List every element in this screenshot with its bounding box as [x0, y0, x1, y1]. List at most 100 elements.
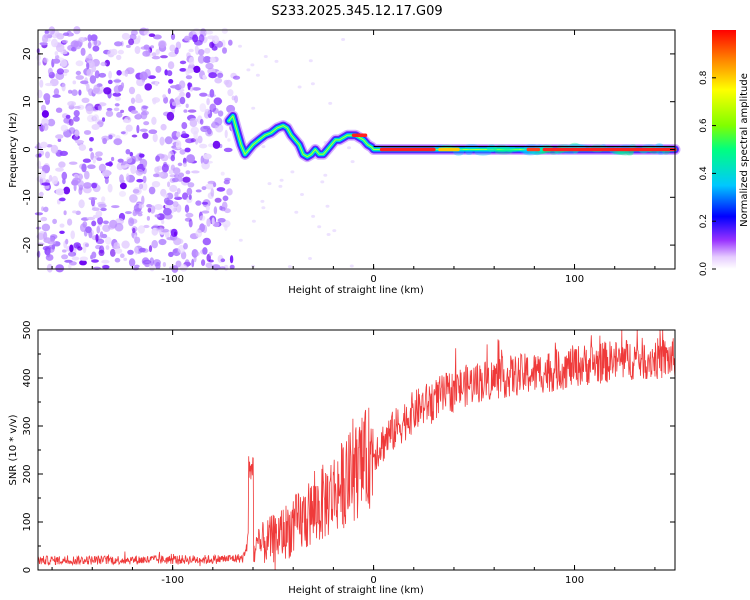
spectrogram-noise-blob [128, 217, 135, 227]
spectrogram-noise-blob [61, 83, 66, 92]
spectrogram-noise-blob [182, 192, 189, 200]
spectrogram-noise-blob [45, 82, 53, 87]
spectrogram-noise-blob [119, 182, 127, 190]
spectrogram-noise-blob [130, 97, 136, 104]
spectrogram-noise-blob [90, 34, 98, 42]
spectrogram-noise-blob [143, 160, 147, 169]
spectrogram-ridge-halo [495, 149, 513, 155]
spectrogram-noise-blob [144, 68, 151, 78]
spectrogram-noise-blob [202, 247, 208, 255]
spectrogram-noise-blob [203, 153, 212, 160]
spectrogram-noise-blob [168, 251, 174, 258]
spectrogram-noise-blob [173, 173, 180, 179]
spectrogram-noise-blob [46, 263, 53, 273]
spectrogram-noise-blob [162, 94, 167, 99]
spectrogram-noise-blob [115, 218, 124, 225]
spectrogram-noise-blob [278, 184, 283, 188]
spectrogram-noise-blob [129, 151, 134, 157]
spectrogram-noise-blob [201, 259, 206, 266]
spectrogram-noise-blob [159, 41, 166, 49]
spectrogram-noise-blob [119, 179, 125, 184]
spectrogram-noise-blob [69, 244, 74, 253]
spectrogram-noise-blob [117, 84, 124, 92]
spectrogram-noise-blob [222, 195, 229, 202]
spectrogram-noise-blob [52, 94, 61, 98]
spectrogram-noise-blob [143, 121, 150, 126]
spectrogram-noise-blob [54, 51, 59, 56]
spectrogram-noise-blob [260, 199, 265, 203]
spectrogram-noise-blob [144, 83, 152, 91]
snr-y-tick-label: 0 [22, 567, 33, 573]
snr-axes: -100 0 100 0 100 200 300 400 500 [22, 320, 675, 586]
spectrogram-ridge-halo [493, 144, 510, 153]
spectrogram-ridge-layer [223, 110, 681, 163]
spectrogram-noise-blob [98, 163, 106, 172]
spectrogram-noise-blob [43, 206, 49, 213]
spectrogram-noise-blob [118, 190, 127, 197]
spectrogram-noise-blob [97, 121, 103, 125]
spectrogram-noise-blob [297, 85, 302, 89]
spectrogram-noise-blob [154, 80, 159, 87]
spectrogram-noise-blob [151, 116, 157, 125]
spectrogram-noise-blob [41, 182, 51, 186]
spectrogram-noise-blob [225, 79, 233, 88]
spectrogram-noise-blob [205, 30, 214, 35]
spectrogram-noise-blob [48, 26, 56, 35]
spectrogram-noise-blob [71, 179, 79, 186]
spectrogram-noise-blob [149, 205, 156, 214]
spectrogram-noise-blob [111, 205, 120, 209]
spectrogram-noise-blob [176, 188, 181, 195]
spectrogram-noise-blob [114, 248, 123, 254]
spectrogram-noise-blob [229, 264, 235, 270]
spectrogram-noise-blob [311, 214, 316, 218]
spectrogram-noise-blob [341, 38, 346, 41]
snr-y-axis-label: SNR (10 * v/v) [8, 414, 19, 485]
spectrogram-noise-blob [154, 166, 160, 173]
spectrogram-noise-blob [160, 123, 167, 131]
spectrogram-noise-blob [162, 262, 167, 267]
spectrogram-noise-blob [102, 220, 109, 225]
spectrogram-noise-blob [115, 96, 121, 101]
spectrogram-noise-blob [153, 34, 162, 40]
spectrogram-noise-blob [261, 145, 266, 149]
spectrogram-noise-blob [146, 216, 150, 221]
snr-x-tick-label: 0 [370, 575, 376, 586]
spectrogram-noise-blob [95, 233, 99, 242]
spectrogram-noise-blob [177, 95, 181, 100]
spectrogram-noise-blob [126, 156, 133, 164]
spectrogram-noise-blob [191, 170, 200, 174]
spectrogram-noise-blob [123, 257, 128, 262]
spectrogram-noise-blob [136, 112, 141, 119]
spectrogram-noise-blob [130, 110, 138, 114]
spectrogram-noise-blob [216, 187, 226, 192]
spectrogram-noise-blob [42, 123, 49, 131]
spectrogram-noise-blob [214, 197, 222, 203]
spectrogram-noise-blob [197, 54, 205, 64]
spectrogram-noise-blob [62, 178, 66, 185]
spectrogram-noise-blob [217, 72, 224, 79]
spectrogram-ridge-halo [474, 149, 492, 156]
spectrogram-noise-blob [73, 105, 81, 109]
spectrogram-noise-blob [55, 188, 65, 196]
spectrogram-noise-blob [50, 236, 55, 243]
spectrogram-noise-blob [168, 51, 178, 57]
spectrogram-noise-blob [55, 167, 64, 172]
spectrogram-noise-blob [70, 230, 75, 240]
spectrogram-noise-blob [74, 130, 80, 137]
spectrogram-noise-blob [62, 249, 67, 253]
spectrogram-noise-blob [187, 82, 191, 91]
spectrogram-noise-blob [65, 238, 69, 245]
spectrogram-noise-blob [184, 204, 190, 213]
spectrogram-noise-blob [137, 225, 145, 234]
spectrogram-noise-blob [220, 206, 226, 212]
spectrogram-noise-blob [136, 124, 140, 134]
spectrogram-noise-blob [91, 220, 97, 227]
spectrogram-noise-blob [179, 68, 187, 72]
spectrogram-noise-blob [181, 122, 188, 130]
spectrogram-noise-blob [116, 70, 122, 76]
spectrogram-noise-blob [43, 93, 51, 101]
spectrogram-noise-blob [173, 231, 177, 236]
spectrogram-noise-blob [91, 124, 100, 130]
spectrogram-noise-blob [113, 138, 123, 146]
